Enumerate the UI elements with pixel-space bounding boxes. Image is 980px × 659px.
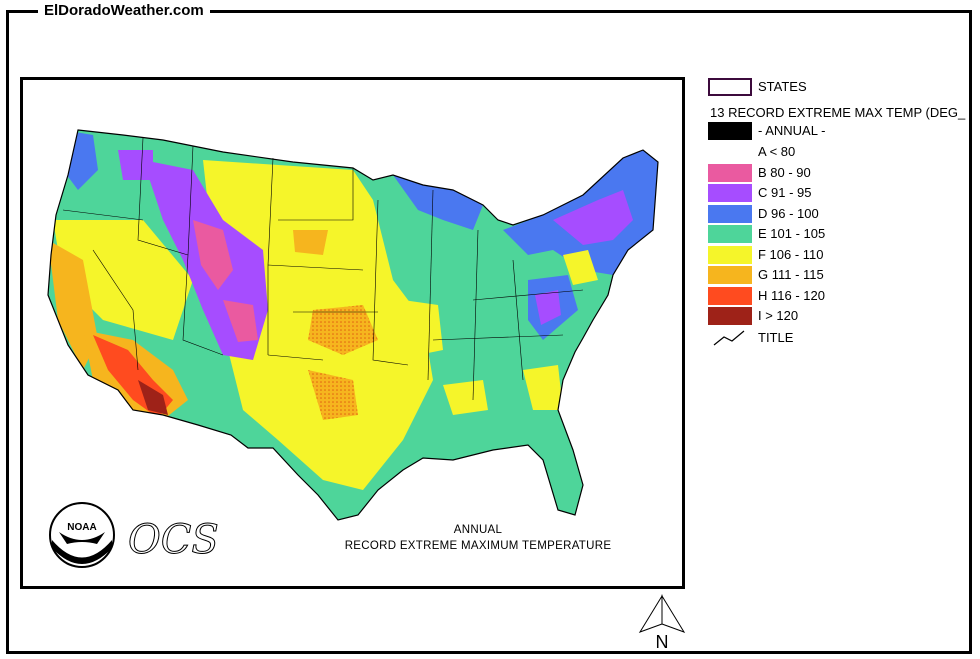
legend-class-row: G 111 - 115 <box>706 266 980 284</box>
us-outline <box>47 129 659 521</box>
legend-class-row: F 106 - 110 <box>706 245 980 264</box>
legend-class-swatch <box>708 245 752 264</box>
legend-class-swatch <box>708 143 752 161</box>
map-caption: ANNUAL RECORD EXTREME MAXIMUM TEMPERATUR… <box>323 522 633 554</box>
ocs-logo-text: OCS <box>128 517 220 564</box>
legend-class-swatch <box>708 307 752 325</box>
legend-class-row: H 116 - 120 <box>706 286 980 305</box>
legend-class-swatch <box>708 204 752 223</box>
legend-class-label: D 96 - 100 <box>758 205 819 221</box>
svg-text:NOAA: NOAA <box>67 522 96 533</box>
legend-states-row: STATES <box>706 78 980 96</box>
site-title: ElDoradoWeather.com <box>38 2 210 19</box>
legend-class-row: D 96 - 100 <box>706 204 980 223</box>
caption-line-2: RECORD EXTREME MAXIMUM TEMPERATURE <box>344 540 612 552</box>
states-outline-swatch <box>708 78 752 96</box>
legend-class-row: E 101 - 105 <box>706 225 980 243</box>
legend-class-label: E 101 - 105 <box>758 226 826 241</box>
title-line-icon <box>713 330 745 346</box>
legend-layer-title: 13 RECORD EXTREME MAX TEMP (DEG_ <box>710 105 966 120</box>
legend-class-label: B 80 - 90 <box>758 164 811 180</box>
legend-class-label: H 116 - 120 <box>758 287 825 303</box>
map-frame <box>6 10 972 654</box>
noaa-logo: NOAA <box>47 500 117 575</box>
legend-annual-label: - ANNUAL - <box>758 123 826 138</box>
map-panel: NOAA OCS ANNUAL RECORD EXTREME MAXIMUM T… <box>20 77 685 589</box>
legend-class-swatch <box>708 266 752 284</box>
legend-title-label: TITLE <box>758 330 794 345</box>
legend-class-swatch <box>708 286 752 305</box>
legend-class-swatch <box>708 184 752 202</box>
state-boundaries <box>62 137 584 401</box>
legend-class-label: F 106 - 110 <box>758 246 824 262</box>
legend-class-row: I > 120 <box>706 307 980 325</box>
legend-class-swatch <box>708 163 752 182</box>
legend-annual-row: - ANNUAL - <box>706 122 980 140</box>
legend-class-swatch <box>708 225 752 243</box>
legend-class-row: A < 80 <box>706 143 980 161</box>
legend-class-row: C 91 - 95 <box>706 184 980 202</box>
legend-class-label: I > 120 <box>758 308 799 323</box>
legend-class-label: C 91 - 95 <box>758 185 812 200</box>
legend-class-row: B 80 - 90 <box>706 163 980 182</box>
legend-title-row: TITLE <box>706 329 980 347</box>
north-arrow: N <box>636 594 688 659</box>
caption-line-1: ANNUAL <box>453 524 503 536</box>
legend-class-label: G 111 - 115 <box>758 267 824 282</box>
north-label: N <box>656 632 669 652</box>
legend-states-label: STATES <box>758 79 807 94</box>
temperature-zones <box>48 130 658 520</box>
temperature-map <box>47 129 659 521</box>
annual-swatch <box>708 122 752 140</box>
legend-class-label: A < 80 <box>758 144 796 159</box>
